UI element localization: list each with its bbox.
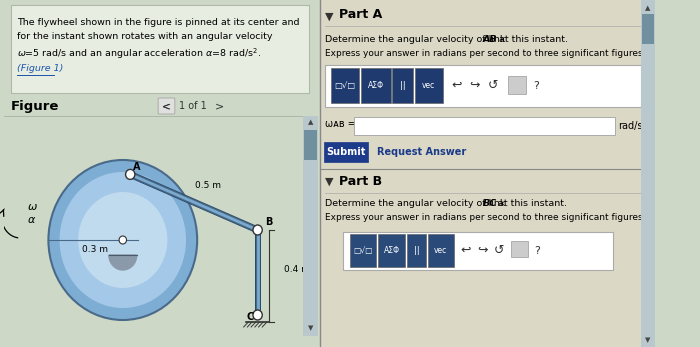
FancyBboxPatch shape: [350, 234, 376, 267]
Text: Submit: Submit: [326, 147, 365, 157]
FancyBboxPatch shape: [323, 142, 368, 162]
Circle shape: [78, 192, 167, 288]
Text: vec: vec: [434, 246, 447, 255]
Text: ↪: ↪: [477, 244, 487, 257]
Text: 0.3 m: 0.3 m: [82, 245, 108, 254]
FancyBboxPatch shape: [414, 68, 442, 103]
Text: ▲: ▲: [645, 5, 650, 11]
Text: rad/s: rad/s: [618, 121, 643, 131]
FancyBboxPatch shape: [303, 116, 318, 336]
Text: for the instant shown rotates with an angular velocity: for the instant shown rotates with an an…: [17, 32, 272, 41]
FancyBboxPatch shape: [377, 234, 405, 267]
Text: C: C: [246, 312, 253, 322]
Text: Part A: Part A: [339, 8, 382, 21]
Text: at this instant.: at this instant.: [495, 199, 567, 208]
Circle shape: [253, 310, 262, 320]
FancyBboxPatch shape: [512, 241, 528, 257]
FancyBboxPatch shape: [407, 234, 426, 267]
Text: AΣΦ: AΣΦ: [368, 81, 384, 90]
FancyBboxPatch shape: [325, 65, 640, 107]
Text: ▼: ▼: [645, 337, 650, 343]
FancyBboxPatch shape: [4, 0, 320, 347]
Text: ω: ω: [28, 202, 37, 212]
Text: Express your answer in radians per second to three significant figures.: Express your answer in radians per secon…: [325, 213, 645, 222]
Polygon shape: [108, 255, 136, 270]
Text: Determine the angular velocity of link: Determine the angular velocity of link: [325, 35, 508, 44]
Text: Part B: Part B: [339, 175, 382, 188]
Text: Request Answer: Request Answer: [377, 147, 466, 157]
Text: □√□: □√□: [335, 81, 356, 90]
Circle shape: [119, 236, 127, 244]
Text: ↩: ↩: [451, 79, 461, 92]
FancyBboxPatch shape: [640, 0, 654, 347]
Text: >: >: [215, 101, 224, 111]
Text: ▼: ▼: [325, 12, 333, 22]
Text: AΣΦ: AΣΦ: [384, 246, 400, 255]
Text: vec: vec: [422, 81, 435, 90]
Text: BC: BC: [482, 199, 497, 208]
Text: Figure: Figure: [11, 100, 60, 113]
Text: Express your answer in radians per second to three significant figures.: Express your answer in radians per secon…: [325, 49, 645, 58]
FancyBboxPatch shape: [360, 68, 391, 103]
Text: ||: ||: [400, 81, 405, 90]
Text: ωᴀʙ =: ωᴀʙ =: [325, 119, 356, 129]
Circle shape: [125, 169, 135, 179]
Text: Determine the angular velocity of link: Determine the angular velocity of link: [325, 199, 508, 208]
Text: α: α: [28, 215, 35, 225]
FancyBboxPatch shape: [354, 117, 615, 135]
FancyBboxPatch shape: [11, 5, 309, 93]
FancyBboxPatch shape: [158, 98, 175, 114]
Text: B: B: [265, 217, 272, 227]
Text: ↺: ↺: [494, 244, 504, 257]
FancyBboxPatch shape: [428, 234, 454, 267]
FancyBboxPatch shape: [642, 14, 654, 44]
FancyBboxPatch shape: [343, 232, 612, 270]
Text: A: A: [133, 162, 141, 172]
Text: <: <: [162, 101, 171, 111]
Text: 0.4 m: 0.4 m: [284, 265, 309, 274]
Circle shape: [253, 225, 262, 235]
Text: AB: AB: [482, 35, 497, 44]
Text: ||: ||: [414, 246, 419, 255]
Text: ↪: ↪: [470, 79, 480, 92]
Text: ▲: ▲: [308, 119, 314, 125]
FancyBboxPatch shape: [320, 0, 654, 347]
FancyBboxPatch shape: [304, 130, 317, 160]
Text: □√□: □√□: [353, 246, 372, 255]
Text: 0.5 m: 0.5 m: [195, 181, 221, 190]
Text: $\omega$=5 rad/s and an angular acceleration $\alpha$=8 rad/s$^2$.: $\omega$=5 rad/s and an angular accelera…: [17, 46, 261, 61]
Text: ▼: ▼: [325, 177, 333, 187]
Text: <: <: [162, 101, 171, 111]
Text: 1 of 1: 1 of 1: [178, 101, 206, 111]
Text: ▼: ▼: [308, 325, 314, 331]
Text: ?: ?: [534, 245, 540, 255]
Text: ↩: ↩: [461, 244, 471, 257]
Text: (Figure 1): (Figure 1): [17, 64, 63, 73]
FancyBboxPatch shape: [331, 68, 359, 103]
Text: The flywheel shown in the figure is pinned at its center and: The flywheel shown in the figure is pinn…: [17, 18, 300, 27]
Text: at this instant.: at this instant.: [496, 35, 568, 44]
Circle shape: [48, 160, 197, 320]
Text: ?: ?: [533, 81, 539, 91]
Text: ↺: ↺: [488, 79, 498, 92]
FancyBboxPatch shape: [508, 76, 526, 94]
Circle shape: [60, 172, 186, 308]
FancyBboxPatch shape: [393, 68, 413, 103]
